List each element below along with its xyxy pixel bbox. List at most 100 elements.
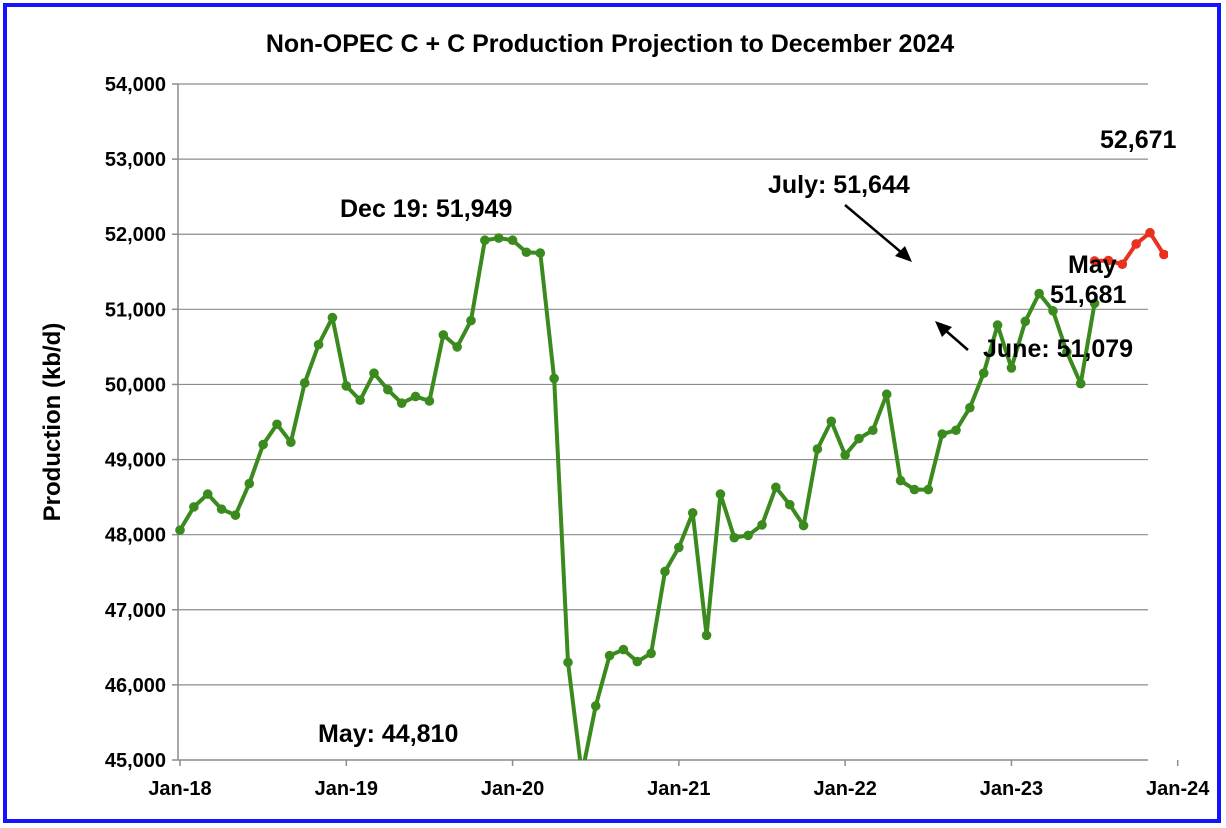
series-0-point <box>313 339 324 350</box>
y-tick-label-5: 50,000 <box>105 374 166 396</box>
series-0-point <box>923 484 934 495</box>
series-0-point <box>992 320 1003 330</box>
series-0-point <box>189 502 199 512</box>
series-0-point <box>757 520 767 530</box>
arrow-june <box>944 329 969 351</box>
arrow-july <box>844 204 903 254</box>
series-0-point <box>355 395 365 406</box>
series-1-point <box>1131 239 1141 249</box>
annotation-may20: May: 44,810 <box>318 720 458 748</box>
series-0-point <box>258 439 268 450</box>
series-0-point <box>299 378 310 388</box>
series-0-point <box>466 315 476 326</box>
chart-title: Non-OPEC C + C Production Projection to … <box>266 30 954 58</box>
x-tick-label-6: Jan-24 <box>1146 778 1210 800</box>
series-0-point <box>1089 298 1100 309</box>
annotation-july: July: 51,644 <box>768 171 910 199</box>
y-tick-label-8: 53,000 <box>105 149 166 171</box>
series-0-line <box>178 236 1097 760</box>
series-0-point <box>743 530 753 541</box>
series-0-point <box>286 437 296 448</box>
series-0-point <box>868 425 878 436</box>
series-0-point <box>493 233 504 243</box>
series-1-point <box>1089 256 1100 266</box>
series-0-point <box>244 478 255 489</box>
series-0-point <box>646 648 656 659</box>
series-0-point <box>1020 316 1031 327</box>
series-0-point <box>563 657 573 668</box>
series-0-point <box>216 504 227 514</box>
series-0-point <box>202 489 213 499</box>
series-0-point <box>480 235 490 246</box>
y-axis-label: Production (kb/d) <box>39 323 66 522</box>
series-0-point <box>396 398 407 409</box>
series-0-point <box>826 416 837 427</box>
series-0-point <box>1006 363 1017 373</box>
series-0-point <box>1034 288 1044 299</box>
y-tick-label-1: 46,000 <box>105 675 166 697</box>
annotation-dec19: Dec 19: 51,949 <box>340 195 512 223</box>
series-0-point <box>230 510 241 520</box>
series-0-point <box>812 444 823 454</box>
series-0-point <box>854 433 864 444</box>
series-0-point <box>660 566 670 577</box>
series-0-point <box>535 248 546 258</box>
series-0-point <box>895 475 906 486</box>
series-0-point <box>341 381 352 391</box>
series-0-point <box>452 342 462 352</box>
annotation-dec24: 52,671 <box>1100 126 1177 154</box>
series-1-point <box>1187 256 1197 266</box>
y-tick-label-0: 45,000 <box>105 750 166 772</box>
series-0-point <box>937 429 947 439</box>
series-0-point <box>771 482 781 493</box>
series-0-point <box>590 701 601 711</box>
y-tick-labels: 45,000 46,000 47,000 48,000 49,000 50,000 51,0… <box>105 74 166 772</box>
y-tick-label-7: 52,000 <box>105 224 166 246</box>
series-0-point <box>604 650 615 661</box>
series-1-point <box>1103 255 1114 266</box>
series-0-point <box>327 312 338 323</box>
series-0-point <box>729 532 740 543</box>
series-1-point <box>1117 259 1128 270</box>
series-0-point <box>1048 306 1058 316</box>
series-0-point <box>978 368 989 378</box>
annotation-may24-value: 51,681 <box>1050 281 1127 309</box>
axes <box>172 83 1179 766</box>
series-0-point <box>577 769 587 779</box>
series-0-point <box>438 330 449 340</box>
series-layer <box>175 227 1211 779</box>
series-0-point <box>909 484 920 495</box>
series-1-point <box>1201 255 1211 265</box>
series-0-point <box>410 391 421 402</box>
series-0-point <box>798 520 809 531</box>
annotation-may24-month: May <box>1068 251 1117 279</box>
series-0-point <box>715 489 726 499</box>
series-0-point <box>840 450 850 460</box>
series-0-point <box>369 368 379 378</box>
series-0-point <box>1062 347 1072 357</box>
annotation-june: June: 51,079 <box>983 335 1133 363</box>
series-0-point <box>951 425 961 436</box>
series-1-point <box>1145 227 1155 238</box>
series-1-point <box>1173 246 1183 256</box>
series-0-point <box>272 419 282 430</box>
annotations: Dec 19: 51,949 May: 44,810 July: 51,644 … <box>318 126 1177 748</box>
series-0-point <box>632 656 643 667</box>
chart-frame <box>3 3 1221 823</box>
series-0-point <box>507 235 518 246</box>
series-0-point <box>424 396 435 406</box>
y-tick-label-4: 49,000 <box>105 450 166 472</box>
gridlines <box>178 83 1148 686</box>
series-0-point <box>784 499 795 510</box>
series-0-point <box>383 384 393 395</box>
x-tick-label-5: Jan-23 <box>980 778 1043 800</box>
arrow-june-head <box>935 321 952 337</box>
series-0-point <box>175 525 185 535</box>
x-tick-label-0: Jan-18 <box>148 778 211 800</box>
series-0-point <box>549 373 559 384</box>
series-0-point <box>618 644 629 655</box>
x-tick-label-2: Jan-20 <box>481 778 544 800</box>
x-tick-labels: Jan-18 Jan-19 Jan-20 Jan-21 Jan-22 Jan-23 Jan-… <box>148 778 1210 800</box>
x-tick-label-4: Jan-22 <box>813 778 876 800</box>
series-1 <box>1089 227 1211 270</box>
